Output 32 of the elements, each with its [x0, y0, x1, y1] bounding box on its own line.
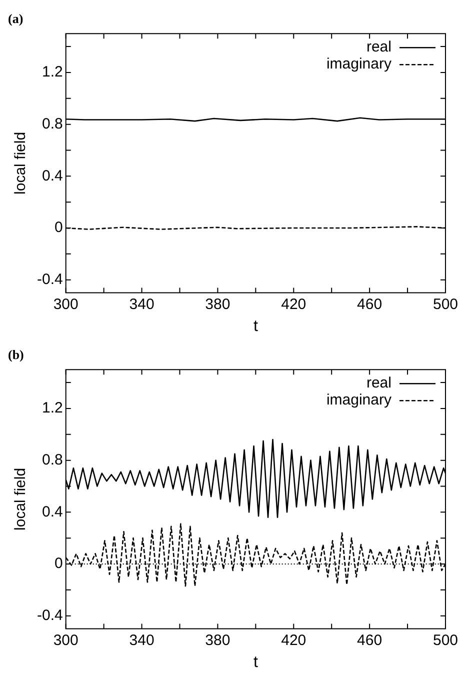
legend-label: imaginary: [326, 392, 392, 409]
legend-label: real: [366, 38, 392, 56]
x-tick-label: 340: [129, 632, 154, 649]
x-tick-label: 380: [205, 632, 230, 649]
y-axis-title: local field: [12, 468, 30, 530]
y-tick-label: 1.2: [42, 64, 63, 81]
x-tick-label: 300: [53, 632, 78, 649]
x-axis-title: t: [253, 654, 258, 671]
y-tick-label: 0.4: [42, 503, 63, 520]
x-axis-title: t: [253, 318, 258, 335]
x-tick-label: 460: [357, 632, 382, 649]
legend-label: imaginary: [326, 56, 392, 73]
y-tick-label: 0.4: [42, 167, 63, 184]
chart-title: (a): [8, 11, 24, 26]
y-tick-label: -0.4: [36, 606, 63, 624]
x-tick-label: 380: [205, 296, 230, 313]
x-tick-label: 460: [357, 296, 382, 313]
y-tick-label: -0.4: [36, 270, 63, 288]
chart-title: (b): [8, 347, 24, 362]
x-tick-label: 420: [281, 296, 306, 313]
y-tick-label: 0.8: [42, 115, 63, 132]
y-tick-label: 1.2: [42, 400, 63, 417]
legend-label: real: [366, 374, 392, 392]
x-tick-label: 340: [129, 296, 154, 313]
x-tick-label: 300: [53, 296, 78, 313]
y-tick-label: 0: [54, 555, 63, 572]
x-tick-label: 500: [432, 632, 458, 649]
x-tick-label: 500: [432, 296, 458, 313]
y-axis-title: local field: [12, 132, 30, 194]
y-tick-label: 0.8: [42, 451, 63, 468]
x-tick-label: 420: [281, 632, 306, 649]
y-tick-label: 0: [54, 219, 63, 236]
